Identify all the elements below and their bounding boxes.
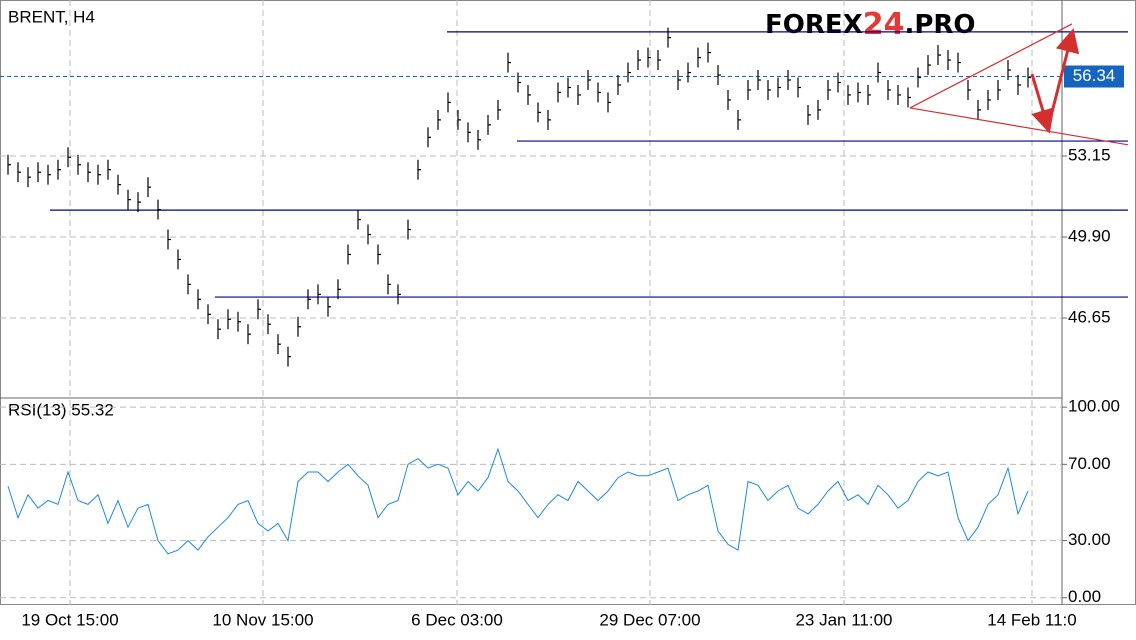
trend-line — [909, 107, 1129, 146]
y-tick-label: 46.65 — [1068, 307, 1111, 326]
forecast-arrow — [1046, 28, 1080, 129]
logo: FOREX24.PRO — [765, 7, 976, 42]
x-tick-label: 14 Feb 11:0 — [987, 610, 1076, 629]
y-tick-label: 49.90 — [1068, 226, 1111, 245]
rsi-label: RSI(13) 55.32 — [8, 400, 114, 419]
x-tick-label: 6 Dec 03:00 — [411, 610, 503, 629]
last-price-label: 56.34 — [1073, 66, 1116, 85]
rsi-tick-label: 70.00 — [1068, 454, 1111, 473]
rsi-line — [7, 447, 1029, 555]
rsi-tick-label: 0.00 — [1068, 587, 1101, 606]
rsi-tick-label: 100.00 — [1068, 397, 1120, 416]
forecast-arrow — [1030, 73, 1055, 134]
x-tick-label: 10 Nov 15:00 — [212, 610, 313, 629]
logo-part: .PRO — [904, 10, 975, 40]
x-tick-label: 29 Dec 07:00 — [599, 610, 700, 629]
trend-line — [909, 23, 1073, 109]
chart-title: BRENT, H4 — [8, 7, 95, 26]
x-tick-label: 19 Oct 15:00 — [21, 610, 118, 629]
logo-part: 24 — [863, 7, 905, 42]
last-price-box — [1064, 65, 1124, 88]
x-tick-label: 23 Jan 11:00 — [795, 610, 892, 629]
y-tick-label: 53.15 — [1068, 145, 1111, 164]
rsi-tick-label: 30.00 — [1068, 530, 1111, 549]
logo-part: FOREX — [765, 10, 863, 40]
